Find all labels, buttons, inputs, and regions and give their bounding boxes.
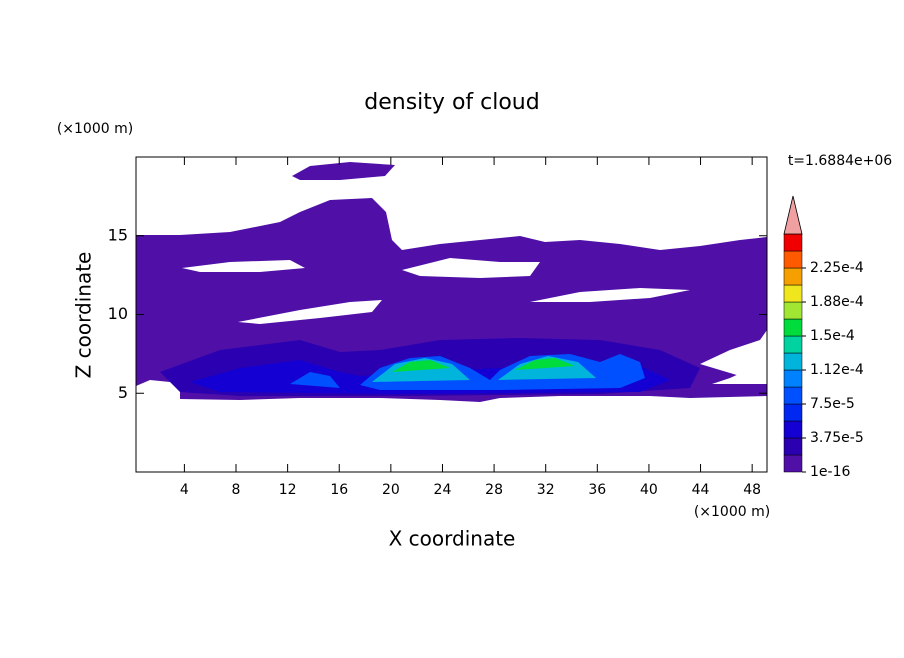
- colorbar-band: [783, 437, 803, 456]
- colorbar-band: [783, 403, 803, 422]
- contour-fields: [136, 162, 767, 402]
- colorbar-label: 2.25e-4: [810, 260, 864, 276]
- y-axis-label: Z coordinate: [72, 252, 96, 379]
- contour-hole: [530, 288, 690, 302]
- colorbar-band: [783, 352, 803, 371]
- colorbar-band: [783, 369, 803, 388]
- y-tick-label: 5: [118, 383, 128, 402]
- colorbar-band: [783, 233, 803, 252]
- colorbar-label: 3.75e-5: [810, 430, 864, 446]
- time-label: t=1.6884e+06: [788, 153, 892, 169]
- x-tick-label: 8: [232, 482, 241, 498]
- chart-title: density of cloud: [364, 90, 539, 115]
- contour-hole: [700, 330, 767, 376]
- x-tick-label: 4: [180, 482, 189, 498]
- x-tick-label: 28: [485, 482, 503, 498]
- colorbar-label: 1.88e-4: [810, 294, 864, 310]
- colorbar-label: 1e-16: [810, 464, 850, 480]
- y-tick-label: 10: [108, 304, 128, 323]
- x-axis-label: X coordinate: [389, 527, 516, 551]
- colorbar-band: [783, 386, 803, 405]
- x-tick-label: 40: [640, 482, 658, 498]
- x-tick-label: 12: [279, 482, 297, 498]
- contour-hole: [402, 258, 540, 278]
- colorbar-band: [783, 454, 803, 473]
- colorbar-band: [783, 301, 803, 320]
- x-tick-label: 48: [743, 482, 761, 498]
- colorbar-band: [783, 267, 803, 286]
- contour-hole: [182, 260, 305, 272]
- x-tick-label: 44: [692, 482, 710, 498]
- x-tick-label: 20: [382, 482, 400, 498]
- x-tick-label: 24: [434, 482, 452, 498]
- y-unit: (×1000 m): [57, 121, 133, 137]
- colorbar-band: [783, 250, 803, 269]
- x-tick-label: 32: [537, 482, 555, 498]
- colorbar-label: 1.12e-4: [810, 362, 864, 378]
- contour-fill: [292, 162, 395, 180]
- x-unit: (×1000 m): [694, 504, 770, 520]
- colorbar-label: 1.5e-4: [810, 328, 855, 344]
- contour-fill: [290, 372, 340, 388]
- colorbar-label: 7.5e-5: [810, 396, 855, 412]
- colorbar-band: [783, 318, 803, 337]
- x-tick-label: 36: [588, 482, 606, 498]
- colorbar-band: [783, 335, 803, 354]
- contour-hole: [238, 300, 382, 324]
- colorbar-band: [783, 420, 803, 439]
- colorbar-band: [783, 284, 803, 303]
- x-tick-label: 16: [330, 482, 348, 498]
- contour-fill: [392, 358, 575, 372]
- colorbar-extend: [783, 195, 803, 235]
- y-tick-label: 15: [108, 225, 128, 244]
